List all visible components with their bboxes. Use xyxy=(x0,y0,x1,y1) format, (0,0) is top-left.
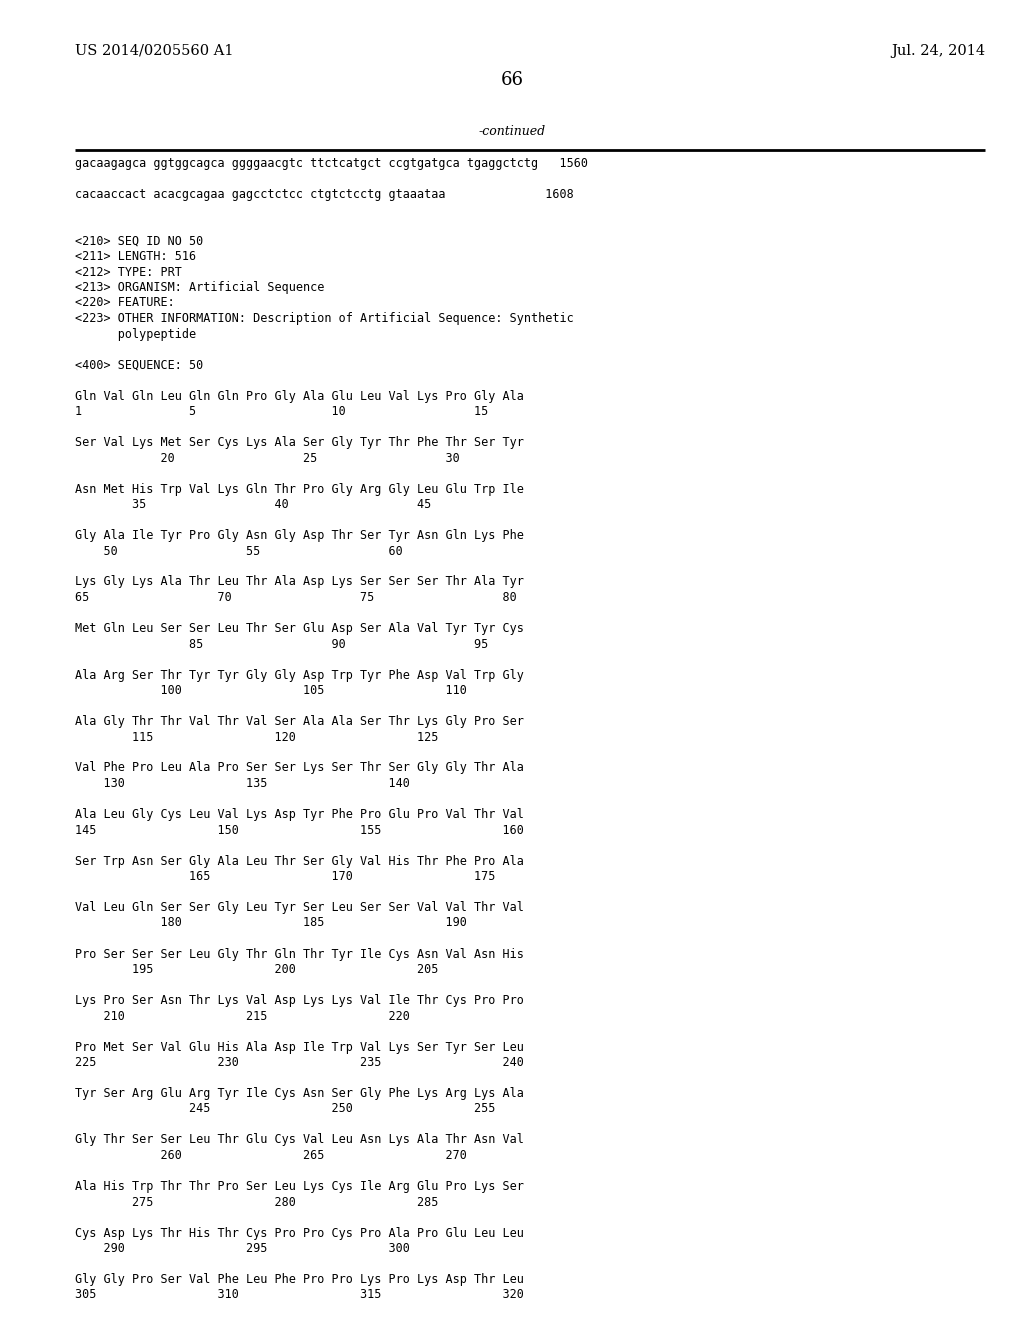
Text: 290                 295                 300: 290 295 300 xyxy=(75,1242,410,1255)
Text: 245                 250                 255: 245 250 255 xyxy=(75,1102,496,1115)
Text: Val Phe Pro Leu Ala Pro Ser Ser Lys Ser Thr Ser Gly Gly Thr Ala: Val Phe Pro Leu Ala Pro Ser Ser Lys Ser … xyxy=(75,762,524,775)
Text: 165                 170                 175: 165 170 175 xyxy=(75,870,496,883)
Text: 180                 185                 190: 180 185 190 xyxy=(75,916,467,929)
Text: <220> FEATURE:: <220> FEATURE: xyxy=(75,297,175,309)
Text: 35                  40                  45: 35 40 45 xyxy=(75,498,431,511)
Text: Pro Ser Ser Ser Leu Gly Thr Gln Thr Tyr Ile Cys Asn Val Asn His: Pro Ser Ser Ser Leu Gly Thr Gln Thr Tyr … xyxy=(75,948,524,961)
Text: 1               5                   10                  15: 1 5 10 15 xyxy=(75,405,488,418)
Text: -continued: -continued xyxy=(478,125,546,139)
Text: Ala Gly Thr Thr Val Thr Val Ser Ala Ala Ser Thr Lys Gly Pro Ser: Ala Gly Thr Thr Val Thr Val Ser Ala Ala … xyxy=(75,715,524,729)
Text: <211> LENGTH: 516: <211> LENGTH: 516 xyxy=(75,249,197,263)
Text: 225                 230                 235                 240: 225 230 235 240 xyxy=(75,1056,524,1069)
Text: Ser Trp Asn Ser Gly Ala Leu Thr Ser Gly Val His Thr Phe Pro Ala: Ser Trp Asn Ser Gly Ala Leu Thr Ser Gly … xyxy=(75,854,524,867)
Text: 130                 135                 140: 130 135 140 xyxy=(75,777,410,789)
Text: 20                  25                  30: 20 25 30 xyxy=(75,451,460,465)
Text: polypeptide: polypeptide xyxy=(75,327,197,341)
Text: <213> ORGANISM: Artificial Sequence: <213> ORGANISM: Artificial Sequence xyxy=(75,281,325,294)
Text: 260                 265                 270: 260 265 270 xyxy=(75,1148,467,1162)
Text: Gln Val Gln Leu Gln Gln Pro Gly Ala Glu Leu Val Lys Pro Gly Ala: Gln Val Gln Leu Gln Gln Pro Gly Ala Glu … xyxy=(75,389,524,403)
Text: Gly Thr Ser Ser Leu Thr Glu Cys Val Leu Asn Lys Ala Thr Asn Val: Gly Thr Ser Ser Leu Thr Glu Cys Val Leu … xyxy=(75,1134,524,1147)
Text: 275                 280                 285: 275 280 285 xyxy=(75,1196,438,1209)
Text: <212> TYPE: PRT: <212> TYPE: PRT xyxy=(75,265,182,279)
Text: gacaagagca ggtggcagca ggggaacgtc ttctcatgct ccgtgatgca tgaggctctg   1560: gacaagagca ggtggcagca ggggaacgtc ttctcat… xyxy=(75,157,588,170)
Text: 85                  90                  95: 85 90 95 xyxy=(75,638,488,651)
Text: 305                 310                 315                 320: 305 310 315 320 xyxy=(75,1288,524,1302)
Text: Gly Ala Ile Tyr Pro Gly Asn Gly Asp Thr Ser Tyr Asn Gln Lys Phe: Gly Ala Ile Tyr Pro Gly Asn Gly Asp Thr … xyxy=(75,529,524,543)
Text: Ala Leu Gly Cys Leu Val Lys Asp Tyr Phe Pro Glu Pro Val Thr Val: Ala Leu Gly Cys Leu Val Lys Asp Tyr Phe … xyxy=(75,808,524,821)
Text: Gly Gly Pro Ser Val Phe Leu Phe Pro Pro Lys Pro Lys Asp Thr Leu: Gly Gly Pro Ser Val Phe Leu Phe Pro Pro … xyxy=(75,1272,524,1286)
Text: Jul. 24, 2014: Jul. 24, 2014 xyxy=(891,44,985,58)
Text: <400> SEQUENCE: 50: <400> SEQUENCE: 50 xyxy=(75,359,203,371)
Text: Lys Pro Ser Asn Thr Lys Val Asp Lys Lys Val Ile Thr Cys Pro Pro: Lys Pro Ser Asn Thr Lys Val Asp Lys Lys … xyxy=(75,994,524,1007)
Text: Ser Val Lys Met Ser Cys Lys Ala Ser Gly Tyr Thr Phe Thr Ser Tyr: Ser Val Lys Met Ser Cys Lys Ala Ser Gly … xyxy=(75,436,524,449)
Text: 50                  55                  60: 50 55 60 xyxy=(75,545,402,557)
Text: Ala His Trp Thr Thr Pro Ser Leu Lys Cys Ile Arg Glu Pro Lys Ser: Ala His Trp Thr Thr Pro Ser Leu Lys Cys … xyxy=(75,1180,524,1193)
Text: 65                  70                  75                  80: 65 70 75 80 xyxy=(75,591,517,605)
Text: Val Leu Gln Ser Ser Gly Leu Tyr Ser Leu Ser Ser Val Val Thr Val: Val Leu Gln Ser Ser Gly Leu Tyr Ser Leu … xyxy=(75,902,524,913)
Text: Cys Asp Lys Thr His Thr Cys Pro Pro Cys Pro Ala Pro Glu Leu Leu: Cys Asp Lys Thr His Thr Cys Pro Pro Cys … xyxy=(75,1226,524,1239)
Text: cacaaccact acacgcagaa gagcctctcc ctgtctcctg gtaaataa              1608: cacaaccact acacgcagaa gagcctctcc ctgtctc… xyxy=(75,187,573,201)
Text: 195                 200                 205: 195 200 205 xyxy=(75,964,438,975)
Text: 115                 120                 125: 115 120 125 xyxy=(75,730,438,743)
Text: Tyr Ser Arg Glu Arg Tyr Ile Cys Asn Ser Gly Phe Lys Arg Lys Ala: Tyr Ser Arg Glu Arg Tyr Ile Cys Asn Ser … xyxy=(75,1086,524,1100)
Text: Ala Arg Ser Thr Tyr Tyr Gly Gly Asp Trp Tyr Phe Asp Val Trp Gly: Ala Arg Ser Thr Tyr Tyr Gly Gly Asp Trp … xyxy=(75,668,524,681)
Text: 210                 215                 220: 210 215 220 xyxy=(75,1010,410,1023)
Text: 100                 105                 110: 100 105 110 xyxy=(75,684,467,697)
Text: Pro Met Ser Val Glu His Ala Asp Ile Trp Val Lys Ser Tyr Ser Leu: Pro Met Ser Val Glu His Ala Asp Ile Trp … xyxy=(75,1040,524,1053)
Text: <210> SEQ ID NO 50: <210> SEQ ID NO 50 xyxy=(75,235,203,248)
Text: US 2014/0205560 A1: US 2014/0205560 A1 xyxy=(75,44,233,58)
Text: Met Gln Leu Ser Ser Leu Thr Ser Glu Asp Ser Ala Val Tyr Tyr Cys: Met Gln Leu Ser Ser Leu Thr Ser Glu Asp … xyxy=(75,622,524,635)
Text: Lys Gly Lys Ala Thr Leu Thr Ala Asp Lys Ser Ser Ser Thr Ala Tyr: Lys Gly Lys Ala Thr Leu Thr Ala Asp Lys … xyxy=(75,576,524,589)
Text: Asn Met His Trp Val Lys Gln Thr Pro Gly Arg Gly Leu Glu Trp Ile: Asn Met His Trp Val Lys Gln Thr Pro Gly … xyxy=(75,483,524,495)
Text: 66: 66 xyxy=(501,71,523,88)
Text: 145                 150                 155                 160: 145 150 155 160 xyxy=(75,824,524,837)
Text: <223> OTHER INFORMATION: Description of Artificial Sequence: Synthetic: <223> OTHER INFORMATION: Description of … xyxy=(75,312,573,325)
